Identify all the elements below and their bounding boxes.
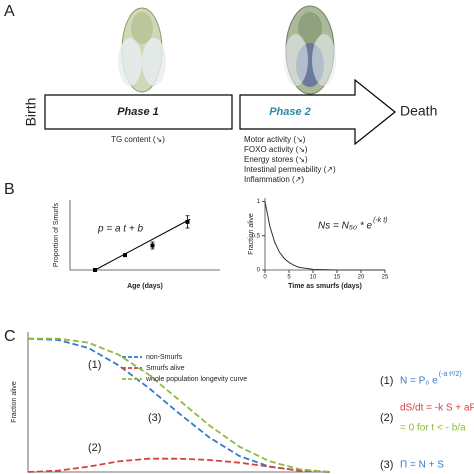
x-axis-label: Age (days) <box>127 283 163 290</box>
equation-number: (3) <box>380 459 393 471</box>
x-tick-label: 25 <box>382 275 389 281</box>
line <box>264 201 385 271</box>
curve-label: (2) <box>88 442 101 454</box>
x-tick-label: 20 <box>358 275 365 281</box>
curve-label: (1) <box>88 359 101 371</box>
x-axis-label: Time as smurfs (days) <box>288 283 362 290</box>
y-axis-label: Fraction alive <box>248 213 255 255</box>
equation-number: (1) <box>380 375 393 387</box>
phase-item: Inflammation (↗) <box>244 175 304 184</box>
point <box>93 268 97 272</box>
equation: N = P₀ e <box>400 376 438 387</box>
panel-label: C <box>4 328 16 345</box>
panel-label: B <box>4 181 15 198</box>
y-axis-label: Fraction alive <box>11 381 18 423</box>
legend-label: whole population longevity curve <box>145 376 247 383</box>
panel-label: A <box>4 3 15 20</box>
equation: = 0 for t < - b/a <box>400 423 466 434</box>
phase-item: Intestinal permeability (↗) <box>244 165 336 174</box>
x-tick-label: 15 <box>334 275 341 281</box>
fly-image <box>284 5 336 95</box>
phase1-title: Phase 1 <box>117 106 159 118</box>
axis <box>69 200 220 271</box>
phase-item: FOXO activity (↘) <box>244 145 308 154</box>
y-tick-label: 0 <box>257 268 261 274</box>
line <box>27 457 331 473</box>
equation: Ns = N₅₀ * e <box>318 221 373 232</box>
axis <box>264 198 385 271</box>
point <box>150 243 155 248</box>
curve-label: (3) <box>148 412 161 424</box>
y-tick-label: 1 <box>257 199 261 205</box>
equation: Π = N + S <box>400 460 444 471</box>
legend-label: non-Smurfs <box>146 354 183 361</box>
y-tick-label: 0.5 <box>252 233 261 239</box>
equation-number: (2) <box>380 412 393 424</box>
birth-label: Birth <box>23 98 39 127</box>
phase2-title: Phase 2 <box>269 106 311 118</box>
phase2-arrow <box>239 78 396 146</box>
x-tick-label: 5 <box>287 275 291 281</box>
phase1-box <box>44 94 233 130</box>
y-axis-label: Proportion of Smurfs <box>53 202 60 267</box>
equation: dS/dt = -k S + aP₀t e <box>400 403 474 414</box>
line <box>28 337 331 473</box>
phase-item: Energy stores (↘) <box>244 155 308 164</box>
equation-exponent: (-k t) <box>373 217 387 224</box>
phase-item: TG content (↘) <box>111 135 165 144</box>
equation: p = a t + b <box>97 224 143 235</box>
legend-label: Smurfs alive <box>146 365 185 372</box>
death-label: Death <box>400 103 437 119</box>
phase-item: Motor activity (↘) <box>244 135 306 144</box>
fly-image <box>118 7 166 93</box>
point <box>185 219 190 224</box>
point <box>123 253 127 258</box>
fit-line <box>94 218 191 271</box>
x-tick-label: 0 <box>263 275 267 281</box>
x-tick-label: 10 <box>310 275 317 281</box>
equation-exponent: (-a t²/2) <box>439 371 462 378</box>
